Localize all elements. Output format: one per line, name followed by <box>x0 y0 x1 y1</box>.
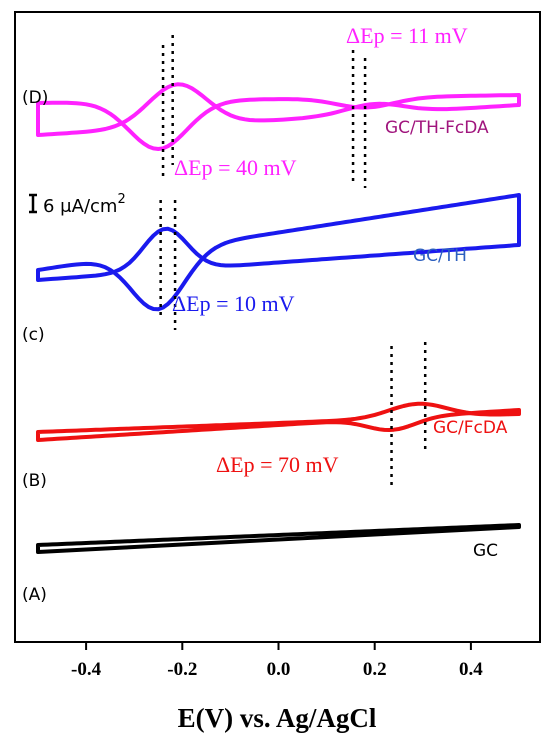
x-tick-label: 0.2 <box>363 659 387 680</box>
x-axis-label: E(V) vs. Ag/AgCl <box>178 703 377 733</box>
curves <box>36 82 521 554</box>
panel-label-A: (A) <box>22 585 47 605</box>
series-line <box>36 523 521 554</box>
series-label-gc-th-fcda: GC/TH-FcDA <box>385 118 489 138</box>
series-label-gc: GC <box>473 541 498 561</box>
panel-label-B: (B) <box>22 471 47 491</box>
annotation-b: ΔEp = 70 mV <box>216 452 339 477</box>
series-line <box>36 82 521 151</box>
panel-label-D: (D) <box>22 88 48 108</box>
series-line <box>36 401 521 442</box>
series-label-gc-fcda: GC/FcDA <box>433 418 508 438</box>
series-label-gc-th: GC/TH <box>413 246 467 266</box>
x-tick-label: -0.4 <box>71 659 102 680</box>
x-axis: -0.4 -0.2 0.0 0.2 0.4 <box>71 642 483 680</box>
x-tick-label: -0.2 <box>167 659 197 680</box>
panel-label-c: (c) <box>22 325 45 345</box>
annotation-d-bottom: ΔEp = 40 mV <box>174 155 297 180</box>
series-line <box>36 193 521 312</box>
annotation-d-top: ΔEp = 11 mV <box>346 23 468 48</box>
scale-bar-label: 6 μA/cm2 <box>43 192 126 217</box>
peak-markers <box>159 35 427 485</box>
x-tick-label: 0.0 <box>267 659 291 680</box>
annotation-c: ΔEp = 10 mV <box>172 291 295 316</box>
x-tick-label: 0.4 <box>459 659 483 680</box>
